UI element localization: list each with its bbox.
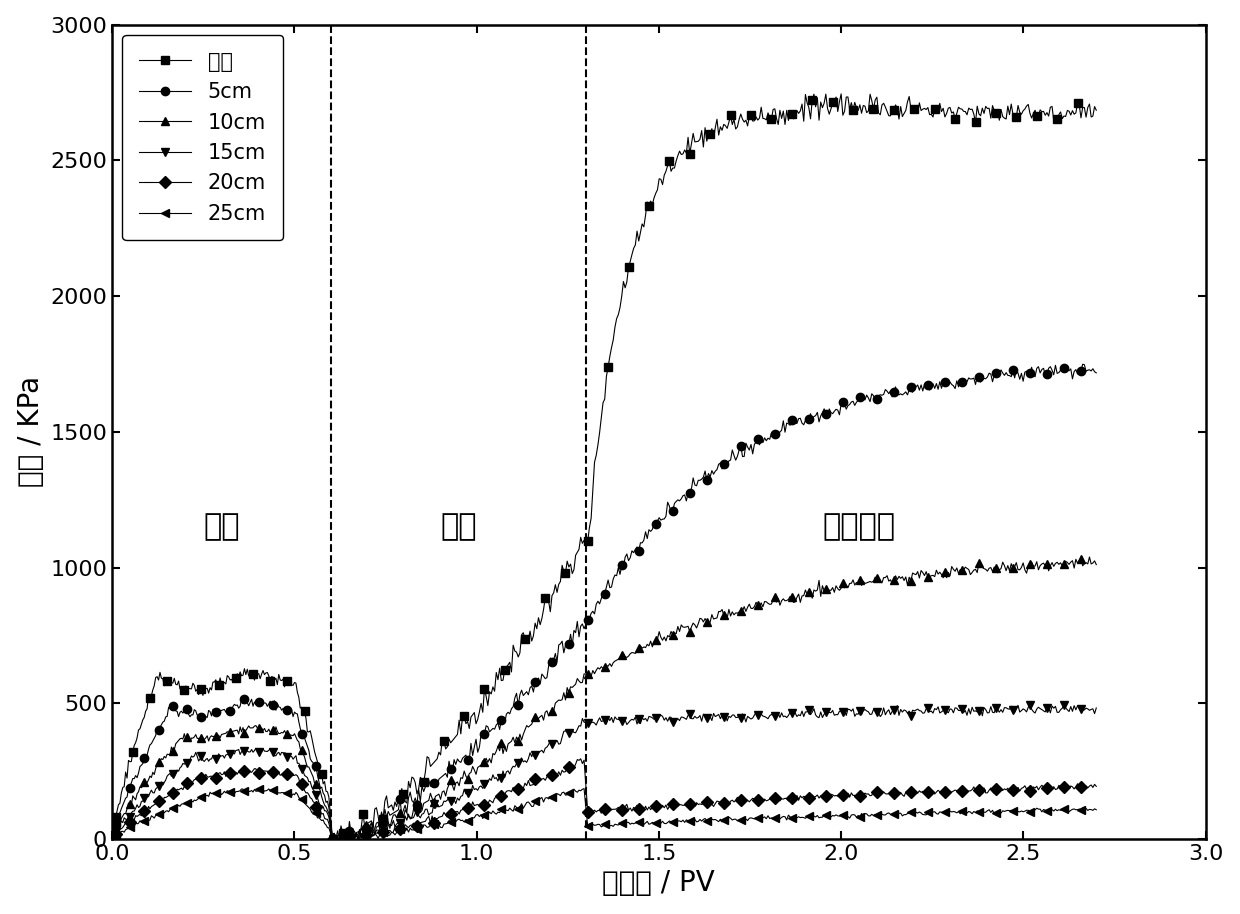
10cm	[325, 834, 340, 845]
5cm	[753, 440, 768, 451]
Y-axis label: 压力 / KPa: 压力 / KPa	[16, 377, 45, 487]
25cm	[531, 796, 546, 807]
入口	[334, 821, 348, 832]
入口	[672, 145, 687, 156]
Line: 入口: 入口	[112, 90, 1100, 843]
Line: 5cm: 5cm	[112, 360, 1100, 843]
15cm	[1089, 703, 1104, 714]
Text: 后续水驱: 后续水驱	[823, 512, 895, 541]
5cm	[531, 673, 546, 684]
15cm	[260, 746, 275, 757]
Legend: 入口, 5cm, 10cm, 15cm, 20cm, 25cm: 入口, 5cm, 10cm, 15cm, 20cm, 25cm	[123, 35, 283, 240]
Line: 15cm: 15cm	[112, 700, 1100, 843]
15cm	[1023, 699, 1038, 710]
20cm	[260, 766, 275, 777]
5cm	[325, 834, 340, 845]
5cm	[334, 834, 348, 845]
15cm	[672, 715, 687, 726]
25cm	[260, 785, 275, 796]
Line: 20cm: 20cm	[112, 755, 1100, 843]
Text: 水驱: 水驱	[203, 512, 239, 541]
入口	[325, 834, 340, 845]
20cm	[531, 775, 546, 786]
Line: 10cm: 10cm	[112, 553, 1100, 843]
15cm	[531, 747, 546, 758]
入口	[833, 89, 848, 100]
20cm	[841, 788, 856, 799]
Text: 调剤: 调剤	[440, 512, 476, 541]
入口	[108, 812, 123, 823]
入口	[841, 91, 856, 102]
10cm	[672, 626, 687, 637]
10cm	[334, 834, 348, 845]
入口	[260, 667, 275, 678]
25cm	[108, 830, 123, 841]
25cm	[577, 783, 591, 794]
10cm	[260, 726, 275, 737]
20cm	[1089, 781, 1104, 792]
20cm	[108, 829, 123, 840]
15cm	[108, 826, 123, 837]
Line: 25cm: 25cm	[112, 784, 1100, 843]
10cm	[531, 713, 546, 724]
10cm	[838, 579, 853, 590]
10cm	[1089, 559, 1104, 570]
10cm	[753, 600, 768, 611]
25cm	[1089, 804, 1104, 815]
5cm	[672, 495, 687, 506]
25cm	[841, 811, 856, 822]
25cm	[325, 834, 340, 845]
10cm	[108, 824, 123, 834]
5cm	[108, 819, 123, 830]
15cm	[325, 834, 340, 845]
25cm	[673, 816, 688, 827]
5cm	[260, 701, 275, 712]
15cm	[838, 710, 853, 721]
20cm	[573, 753, 588, 764]
25cm	[754, 813, 769, 824]
10cm	[1083, 551, 1097, 562]
入口	[531, 612, 546, 623]
20cm	[325, 834, 340, 845]
X-axis label: 注入量 / PV: 注入量 / PV	[603, 869, 715, 898]
5cm	[1089, 367, 1104, 378]
15cm	[753, 711, 768, 722]
5cm	[1075, 359, 1090, 370]
15cm	[334, 833, 348, 844]
20cm	[334, 833, 348, 844]
5cm	[838, 404, 853, 415]
25cm	[334, 834, 348, 845]
入口	[1089, 105, 1104, 116]
20cm	[754, 794, 769, 805]
20cm	[673, 800, 688, 811]
入口	[753, 112, 768, 123]
